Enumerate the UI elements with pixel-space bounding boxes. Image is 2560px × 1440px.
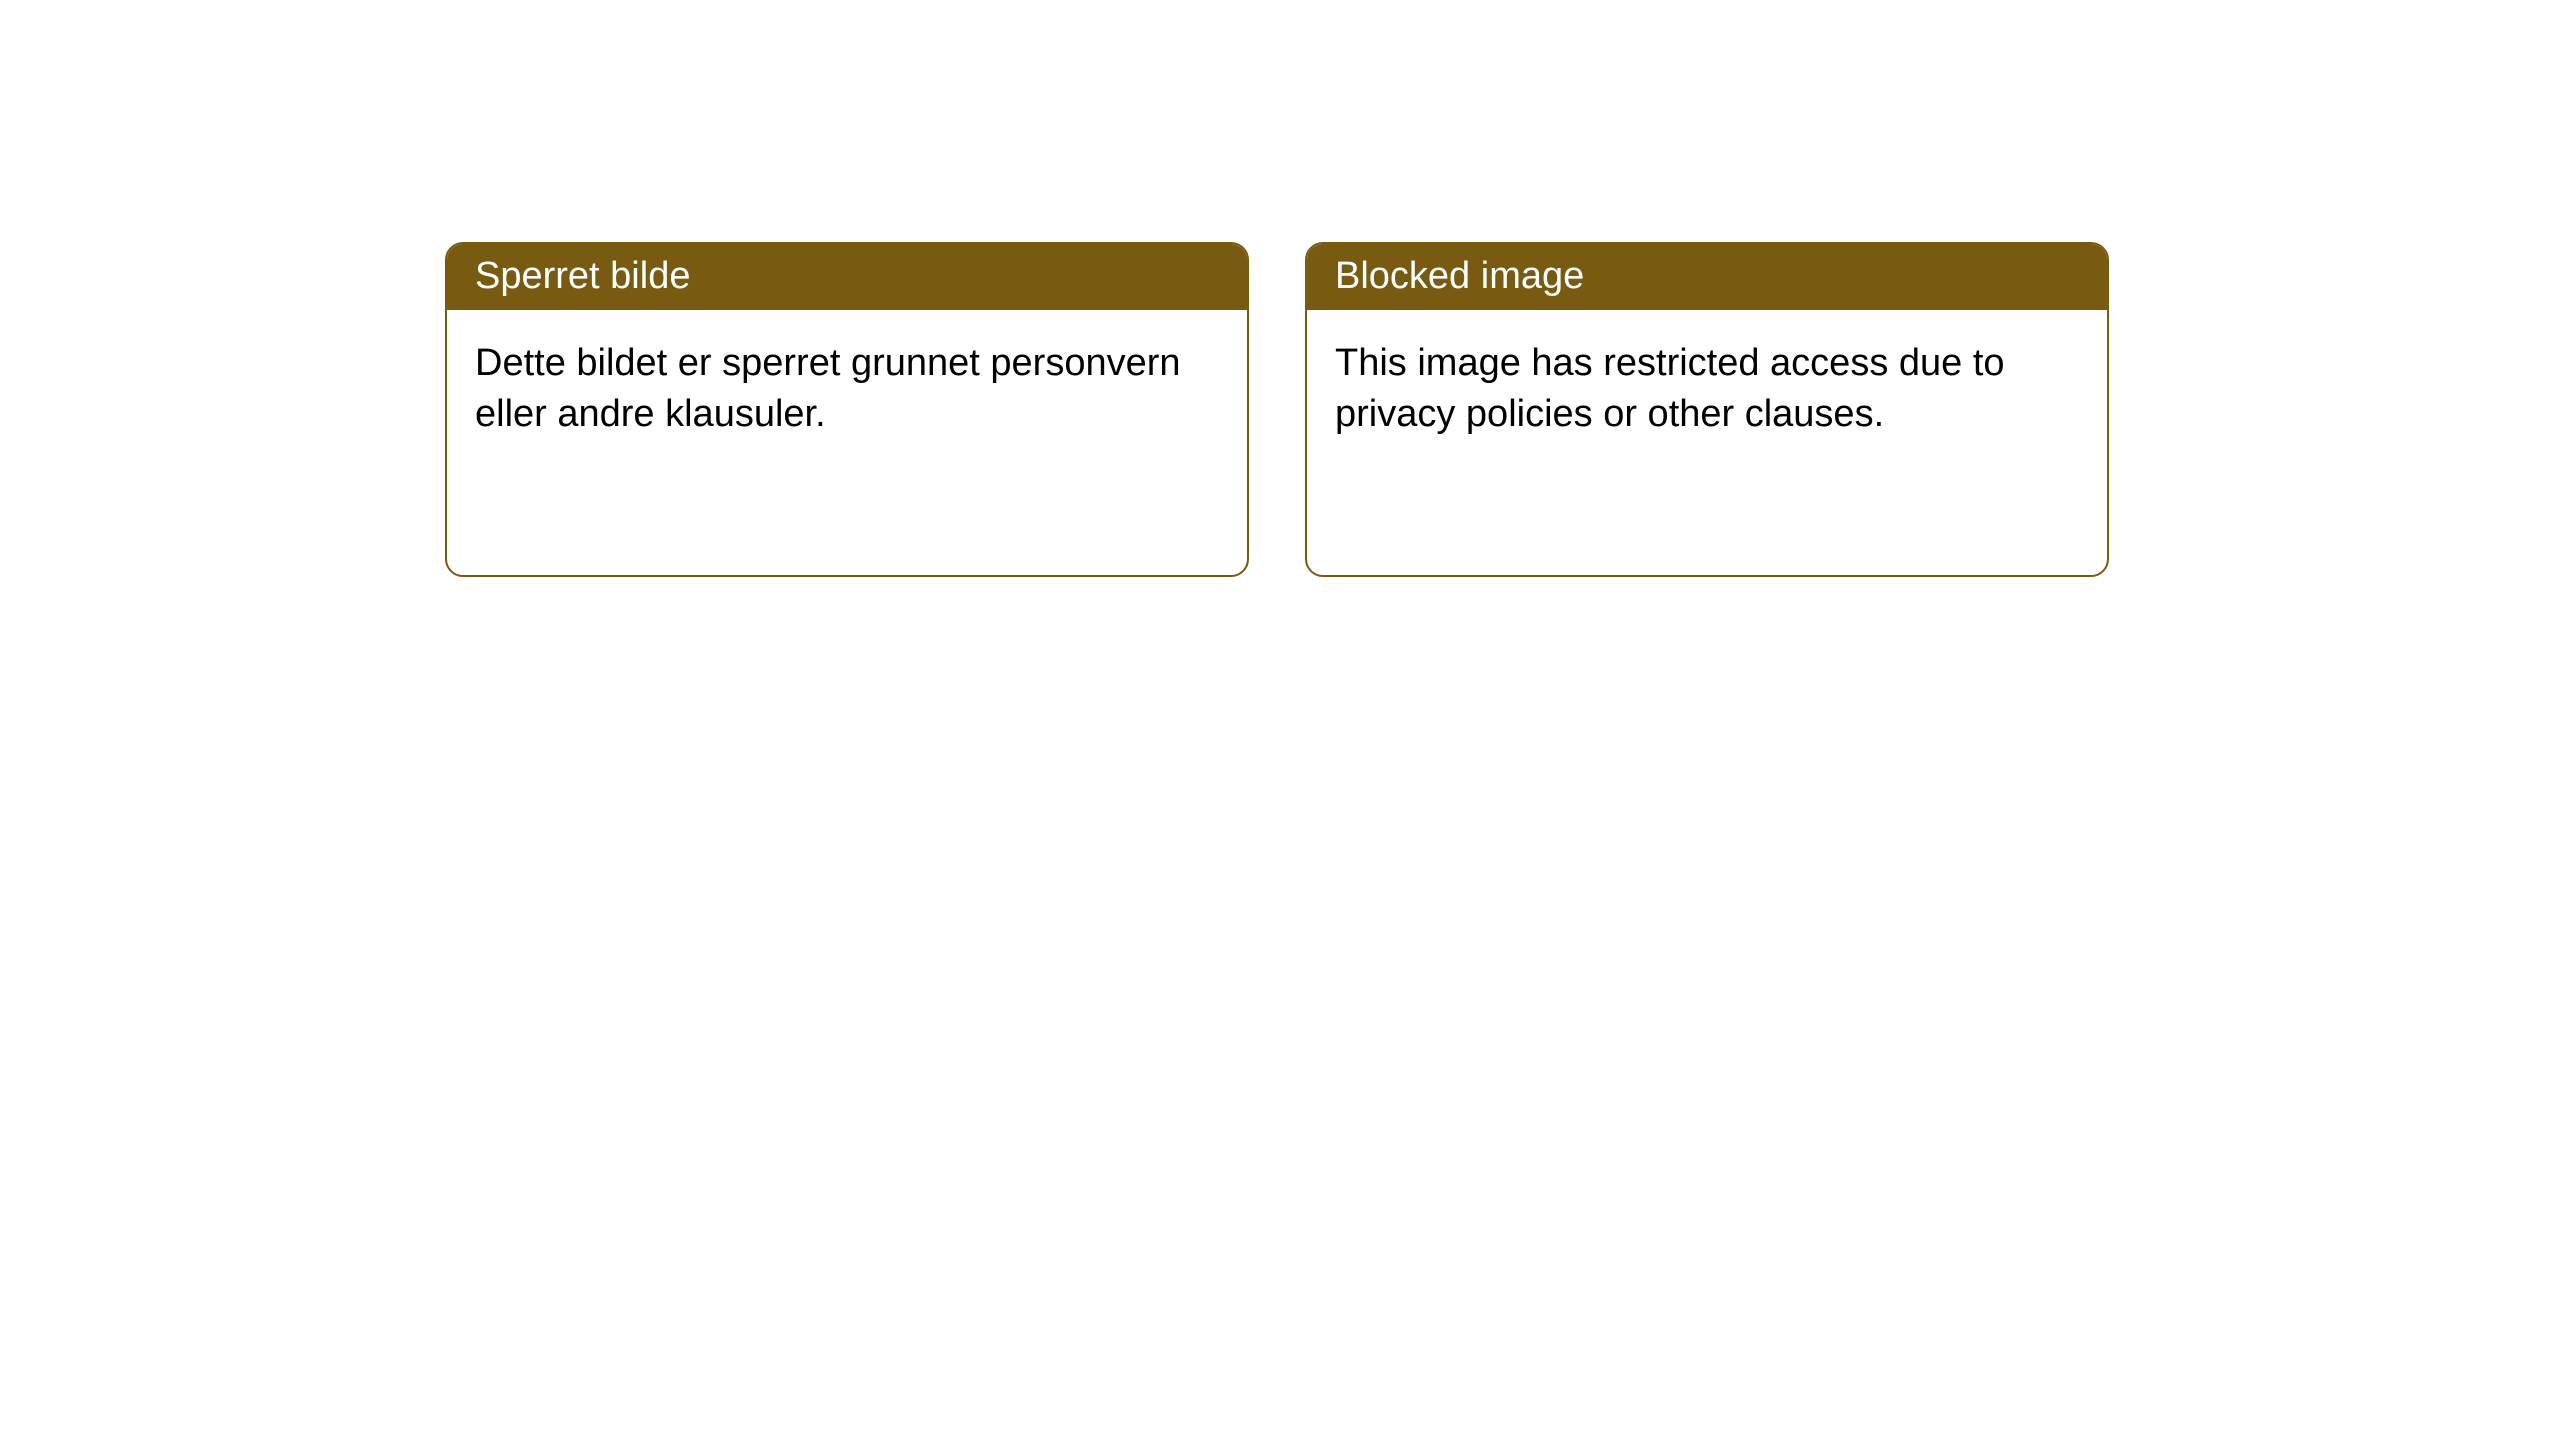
card-title-no: Sperret bilde [447,244,1247,310]
card-body-no: Dette bildet er sperret grunnet personve… [447,310,1247,469]
card-title-en: Blocked image [1307,244,2107,310]
card-body-en: This image has restricted access due to … [1307,310,2107,469]
blocked-image-card-en: Blocked image This image has restricted … [1305,242,2109,577]
notice-cards-row: Sperret bilde Dette bildet er sperret gr… [0,0,2560,577]
blocked-image-card-no: Sperret bilde Dette bildet er sperret gr… [445,242,1249,577]
